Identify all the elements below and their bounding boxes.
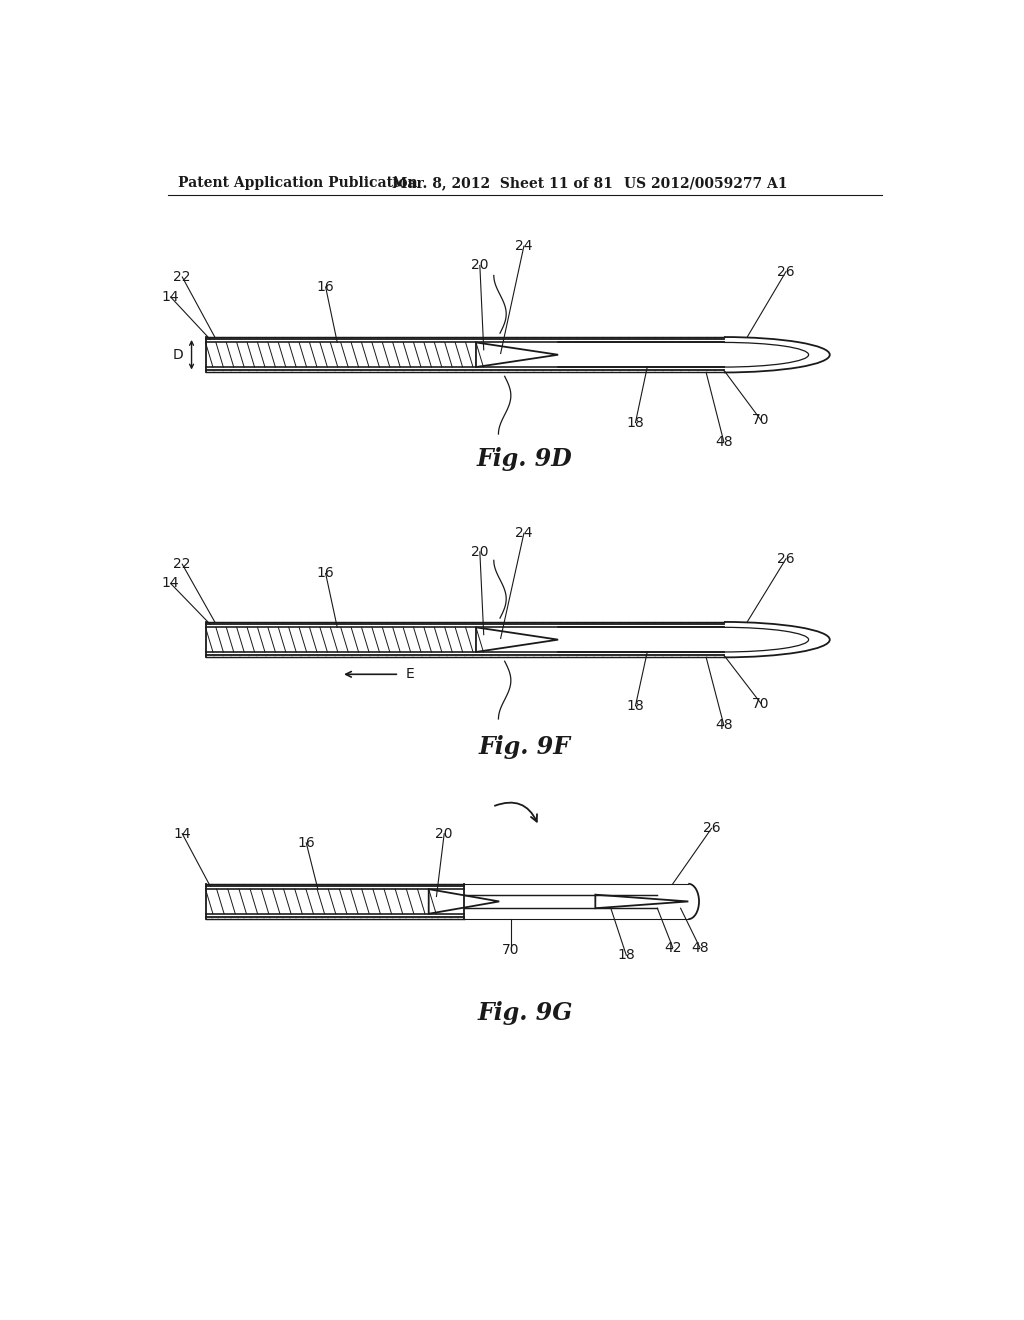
Text: 42: 42 xyxy=(665,941,682,954)
Text: 70: 70 xyxy=(753,697,770,710)
Text: 18: 18 xyxy=(627,698,644,713)
Text: 16: 16 xyxy=(297,836,315,850)
Text: 48: 48 xyxy=(715,718,732,733)
Text: 18: 18 xyxy=(617,948,635,962)
Text: 20: 20 xyxy=(471,259,488,272)
Text: 14: 14 xyxy=(173,826,191,841)
Text: Patent Application Publication: Patent Application Publication xyxy=(178,176,418,190)
Text: 20: 20 xyxy=(471,545,488,558)
Text: 24: 24 xyxy=(515,239,532,253)
Text: Fig. 9D: Fig. 9D xyxy=(477,446,572,471)
Text: E: E xyxy=(406,668,414,681)
Polygon shape xyxy=(429,890,500,913)
Text: 70: 70 xyxy=(753,413,770,428)
Text: US 2012/0059277 A1: US 2012/0059277 A1 xyxy=(624,176,787,190)
Text: 22: 22 xyxy=(173,557,191,572)
Text: 24: 24 xyxy=(515,527,532,540)
Text: 20: 20 xyxy=(435,826,453,841)
Polygon shape xyxy=(595,895,688,908)
Text: 16: 16 xyxy=(316,280,335,294)
Text: 16: 16 xyxy=(316,566,335,581)
Text: 18: 18 xyxy=(627,416,644,429)
Text: Fig. 9G: Fig. 9G xyxy=(477,1001,572,1026)
Text: D: D xyxy=(172,347,183,362)
Text: 26: 26 xyxy=(777,264,795,279)
Text: 14: 14 xyxy=(162,577,179,590)
Text: 26: 26 xyxy=(702,821,721,836)
Text: 22: 22 xyxy=(173,271,191,284)
Text: Mar. 8, 2012  Sheet 11 of 81: Mar. 8, 2012 Sheet 11 of 81 xyxy=(391,176,612,190)
Polygon shape xyxy=(476,627,558,652)
Text: Fig. 9F: Fig. 9F xyxy=(479,735,570,759)
Text: 48: 48 xyxy=(691,941,709,954)
Text: 14: 14 xyxy=(162,290,179,304)
Polygon shape xyxy=(476,342,558,367)
Text: 70: 70 xyxy=(502,942,519,957)
Text: 48: 48 xyxy=(715,434,732,449)
Text: 26: 26 xyxy=(777,552,795,566)
